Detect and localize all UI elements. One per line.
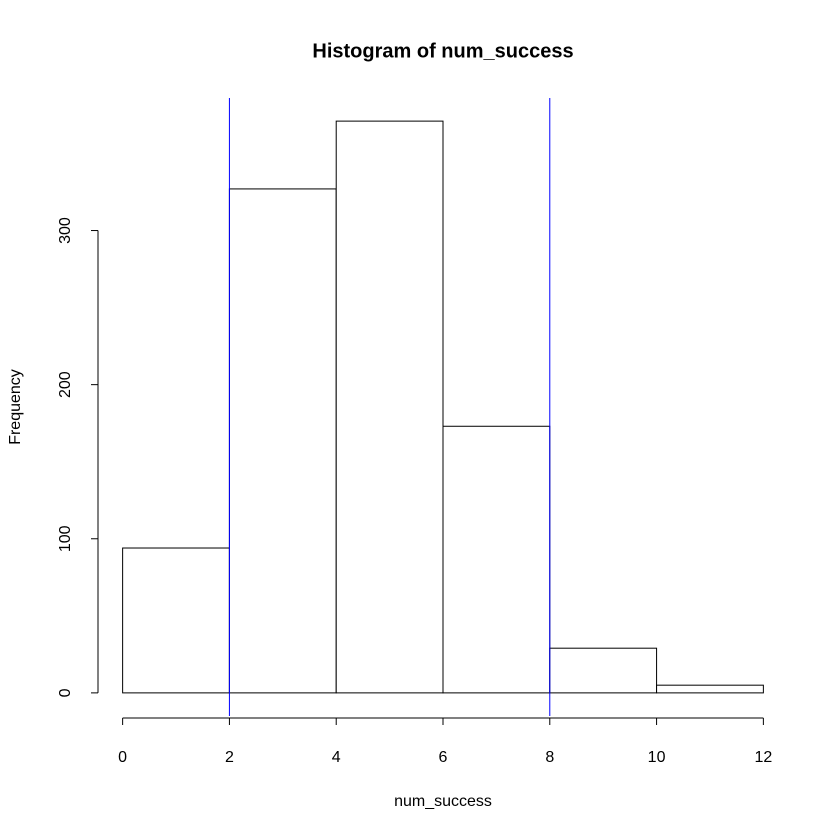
x-tick-label: 12 [754,749,772,766]
x-tick-label: 6 [439,749,448,766]
x-axis-label: num_success [394,793,492,810]
x-tick-label: 8 [545,749,554,766]
x-tick-label: 0 [118,749,127,766]
y-axis-label: Frequency [7,369,24,445]
bar [228,188,337,694]
x-tick-label: 10 [648,749,666,766]
bar [122,547,230,694]
bar [335,120,444,694]
y-tick-label: 300 [57,217,74,244]
y-tick-label: 200 [57,371,74,398]
y-tick-label: 0 [57,688,74,697]
bar [442,425,551,694]
bar [549,647,658,694]
y-tick-label: 100 [57,525,74,552]
x-tick-label: 4 [332,749,341,766]
chart-title: Histogram of num_success [312,40,573,62]
bar [656,684,764,694]
x-tick-label: 2 [225,749,234,766]
